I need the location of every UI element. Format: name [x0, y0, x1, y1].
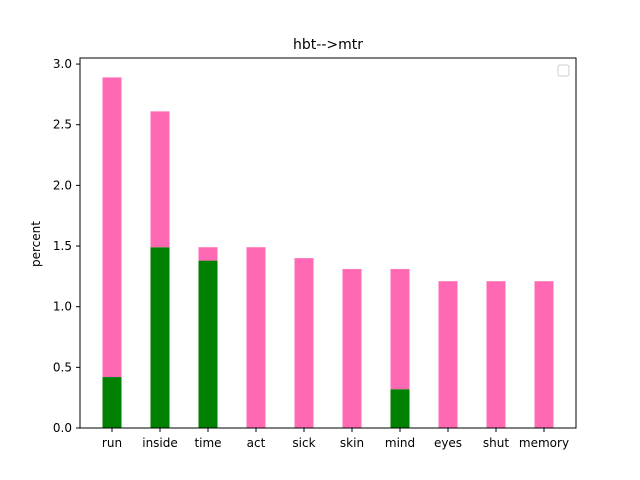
y-tick-label: 1.5 [53, 239, 72, 253]
bar-shut-series-1 [486, 281, 506, 428]
x-tick-label-eyes: eyes [434, 436, 462, 450]
x-axis-ticks: run inside time act sick skin mind eyes shut memo… [102, 428, 569, 450]
bar-run-series-0 [102, 377, 122, 428]
bar-inside-series-1 [150, 111, 170, 248]
bar-mind-series-1 [390, 269, 410, 390]
bar-memory-series-1 [534, 281, 554, 428]
x-tick-label-run: run [102, 436, 122, 450]
x-tick-label-mind: mind [385, 436, 415, 450]
x-tick-label-sick: sick [292, 436, 315, 450]
bar-inside-series-0 [150, 247, 170, 428]
x-tick-label-time: time [194, 436, 221, 450]
y-tick-label: 1.0 [53, 300, 72, 314]
x-tick-label-shut: shut [483, 436, 509, 450]
bar-act-series-1 [246, 247, 266, 428]
bar-eyes-series-1 [438, 281, 458, 428]
y-tick-label: 0.0 [53, 421, 72, 435]
legend-box [557, 64, 570, 77]
x-tick-label-act: act [247, 436, 266, 450]
chart-title: hbt-->mtr [293, 37, 363, 53]
y-tick-label: 2.0 [53, 178, 72, 192]
x-tick-label-inside: inside [142, 436, 178, 450]
bar-mind-series-0 [390, 389, 410, 428]
bar-skin-series-1 [342, 269, 362, 428]
y-axis-label: percent [29, 221, 43, 267]
y-tick-label: 2.5 [53, 118, 72, 132]
bar-time-series-0 [198, 260, 218, 428]
y-tick-label: 0.5 [53, 360, 72, 374]
plot-frame [79, 57, 577, 429]
x-tick-label-memory: memory [519, 436, 569, 450]
bar-time-series-1 [198, 247, 218, 261]
bar-sick-series-1 [294, 258, 314, 428]
bar-run-series-1 [102, 77, 122, 378]
y-axis-ticks: 0.0 0.5 1.0 1.5 2.0 2.5 3.0 [53, 57, 80, 435]
y-tick-label: 3.0 [53, 57, 72, 71]
x-tick-label-skin: skin [340, 436, 364, 450]
bars-group [102, 77, 554, 428]
